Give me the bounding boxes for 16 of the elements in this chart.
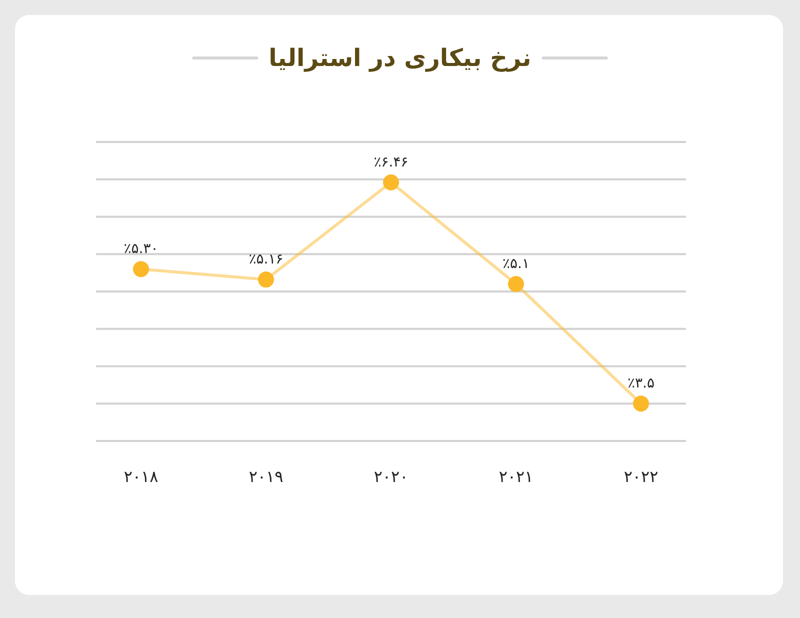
x-tick-label: ۲۰۲۲ xyxy=(624,467,658,486)
data-label: ٪۶.۴۶ xyxy=(374,154,408,170)
point xyxy=(383,174,399,190)
data-label: ٪۵.۱ xyxy=(502,256,530,272)
data-label: ٪۵.۳۰ xyxy=(124,241,158,258)
x-tick-label: ۲۰۱۹ xyxy=(248,467,284,486)
x-tick-label: ۲۰۲۰ xyxy=(374,467,408,486)
point xyxy=(633,396,649,412)
x-tick-label: ۲۰۲۱ xyxy=(498,467,534,486)
point xyxy=(133,261,149,278)
x-tick-label: ۲۰۱۸ xyxy=(124,467,159,486)
data-label: ٪۵.۱۶ xyxy=(248,252,284,268)
point xyxy=(508,276,524,292)
point xyxy=(258,272,274,288)
data-label: ٪۳.۵ xyxy=(627,376,655,392)
chart-title: نرخ بیکاری در استرالیا xyxy=(268,44,532,72)
